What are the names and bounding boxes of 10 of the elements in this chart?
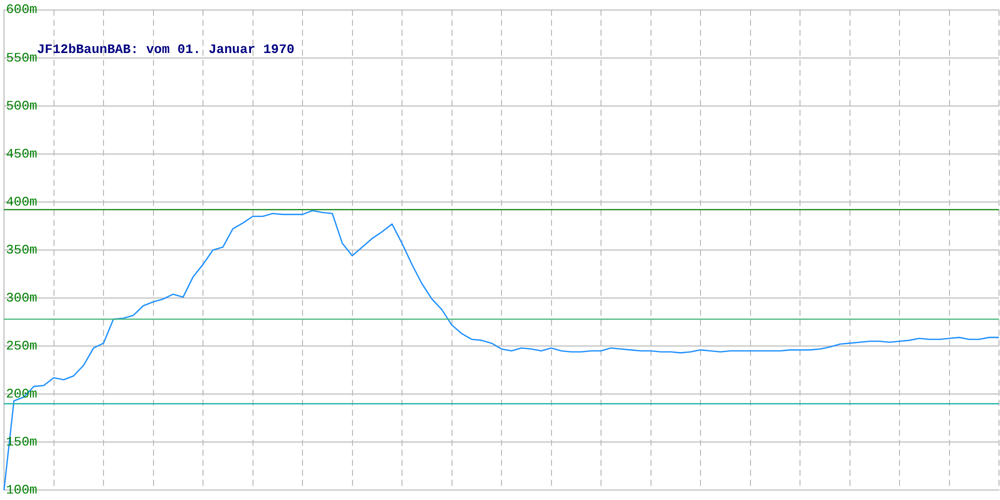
y-tick-label: 100m — [6, 482, 38, 498]
y-tick-label: 400m — [6, 194, 38, 210]
y-tick-label: 300m — [6, 290, 38, 306]
y-tick-label: 600m — [6, 2, 38, 18]
text: JF12bBaunBAB: vom 01. Januar 1970 — [37, 42, 295, 58]
y-tick-label: 550m — [6, 50, 38, 66]
y-tick-label: 350m — [6, 242, 38, 258]
y-tick-label: 250m — [6, 338, 38, 354]
y-tick-label: 500m — [6, 98, 38, 114]
y-tick-label: 450m — [6, 146, 38, 162]
